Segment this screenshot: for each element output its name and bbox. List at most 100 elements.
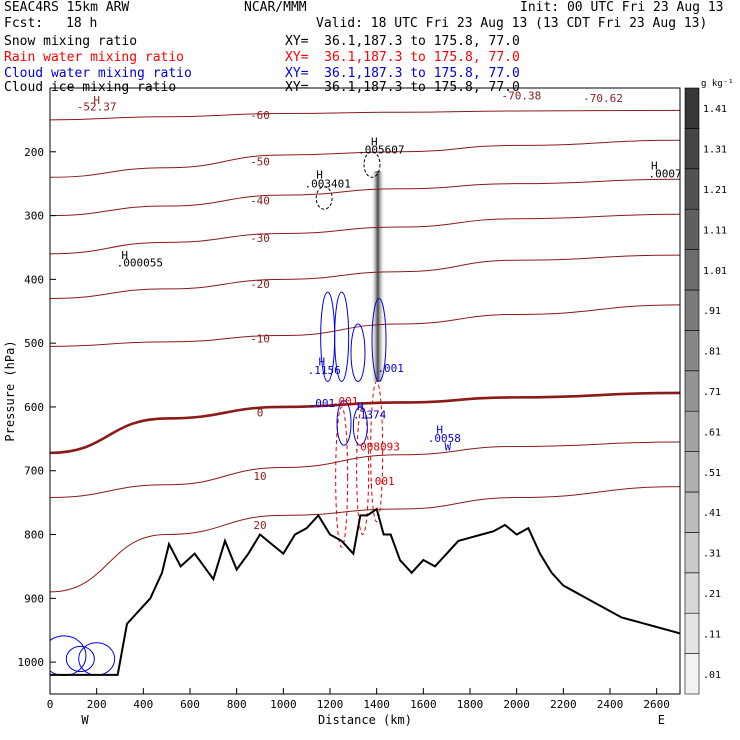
- y-tick-label: 700: [24, 465, 44, 478]
- x-tick-label: 1200: [317, 698, 344, 711]
- x-tick-label: 200: [87, 698, 107, 711]
- contour-annotation: H: [651, 160, 658, 173]
- contour-label: 10: [253, 470, 266, 483]
- rain-contour: [356, 406, 370, 536]
- colorbar-label: .91: [703, 306, 721, 317]
- axes-layer: 0 200 400 600 800 1000 1200 1400 1600 1800 2000 220…: [3, 146, 670, 727]
- contour-label: -40: [250, 195, 270, 208]
- x-tick-label: 1800: [457, 698, 484, 711]
- cloud-water-contour: [65, 645, 95, 673]
- contour-annotation: -70.62: [583, 92, 623, 105]
- y-tick-label: 800: [24, 529, 44, 542]
- temperature-contour: [50, 486, 680, 593]
- colorbar-label: 1.31: [703, 145, 727, 156]
- contour-annotation: .005607: [358, 144, 404, 157]
- rain-contour: [335, 406, 349, 548]
- contour-annotation: .003401: [304, 178, 350, 191]
- temperature-contour: [50, 178, 680, 217]
- cloud-water-contour: [334, 291, 350, 382]
- y-axis-label: Pressure (hPa): [3, 340, 17, 441]
- terrain-line: [50, 507, 680, 676]
- x-tick-label: 0: [47, 698, 54, 711]
- colorbar-swatch: [684, 249, 700, 291]
- colorbar-swatch: [684, 370, 700, 412]
- x-tick-label: 600: [180, 698, 200, 711]
- x-tick-label: 2200: [550, 698, 577, 711]
- cloud-water-contour: [336, 400, 352, 446]
- contour-annotation: H: [121, 249, 128, 262]
- contour-label: -30: [250, 232, 270, 245]
- temperature-contour: [50, 441, 680, 499]
- temperature-contour: [50, 391, 680, 455]
- contour-label: -10: [250, 333, 270, 346]
- temperature-contour: [50, 139, 680, 178]
- x-tick-label: 1400: [363, 698, 390, 711]
- plot-frame: [49, 87, 681, 695]
- x-tick-label: 2400: [597, 698, 624, 711]
- contour-annotation: -52.37: [77, 100, 117, 113]
- cloud-ice-contour: [315, 186, 333, 210]
- contour-label: -50: [250, 155, 270, 168]
- colorbar-swatch: [684, 572, 700, 614]
- contour-annotation: .008093: [353, 440, 399, 453]
- contour-annotation: W: [445, 440, 452, 453]
- x-tick-label: 2600: [643, 698, 670, 711]
- rain-contour: [370, 380, 384, 523]
- colorbar-label: .51: [703, 468, 721, 479]
- contour-annotation: H: [93, 94, 100, 107]
- contour-label: 20: [253, 519, 266, 532]
- contour-label: 0: [257, 407, 264, 420]
- contour-annotation: H: [436, 424, 443, 437]
- colorbar-swatch: [684, 168, 700, 210]
- y-tick-label: 600: [24, 401, 44, 414]
- temperature-contour: [50, 304, 680, 347]
- ice-shading: [370, 170, 385, 382]
- contour-annotation: .001: [377, 362, 404, 375]
- contour-annotation: H: [319, 355, 326, 368]
- cloud-water-contour: [371, 298, 387, 382]
- contour-annotation: .00074: [648, 167, 688, 180]
- x-tick-label: 800: [227, 698, 247, 711]
- cloud-water-contour: [350, 323, 366, 382]
- colorbar-swatch: [684, 532, 700, 574]
- y-tick-label: 900: [24, 592, 44, 605]
- colorbar-label: .71: [703, 387, 721, 398]
- fcst-label: Fcst:: [4, 16, 44, 31]
- contour-annotation: .000055: [117, 257, 163, 270]
- contour-annotation: .1156: [308, 364, 341, 377]
- y-tick-label: 200: [24, 146, 44, 159]
- colorbar-label: .21: [703, 589, 721, 600]
- init-time: Init: 00 UTC Fri 23 Aug 13: [520, 0, 724, 15]
- snow-label: Snow mixing ratio: [4, 34, 138, 49]
- contour-annotation: .001: [332, 395, 359, 408]
- x-tick-label: 1600: [410, 698, 437, 711]
- colorbar-label: 1.11: [703, 225, 727, 236]
- colorbar-label: 1.01: [703, 266, 727, 277]
- cloud-water-xy: XY= 36.1,187.3 to 175.8, 77.0: [285, 66, 520, 81]
- colorbar-label: .11: [703, 629, 721, 640]
- y-tick-label: 500: [24, 337, 44, 350]
- contour-label: -60: [250, 109, 270, 122]
- model-title: SEAC4RS 15km ARW: [4, 0, 130, 15]
- cloud-ice-contour: [363, 151, 381, 178]
- colorbar-label: 1.41: [703, 104, 727, 115]
- x-tick-label: 2000: [503, 698, 530, 711]
- colorbar: .01 .11 .21 .31 .41 .51 .61 .71 .81 .91 1.01 1.11 1.…: [684, 79, 734, 695]
- contour-annotation: .0058: [428, 432, 461, 445]
- colorbar-swatch: [684, 208, 700, 250]
- fcst-value: 18 h: [66, 16, 98, 31]
- valid-time: Valid: 18 UTC Fri 23 Aug 13 (13 CDT Fri …: [316, 16, 708, 31]
- temperature-contour: [50, 254, 680, 300]
- colorbar-swatch: [684, 653, 700, 695]
- colorbar-label: .31: [703, 549, 721, 560]
- rain-label: Rain water mixing ratio: [4, 50, 185, 65]
- x-tick-label: 1000: [270, 698, 297, 711]
- temperature-contour: [50, 109, 680, 121]
- colorbar-label: .61: [703, 427, 721, 438]
- cloud-water-contour: [78, 642, 116, 676]
- colorbar-label: 1.21: [703, 185, 727, 196]
- x-tick-label: 400: [133, 698, 153, 711]
- west-label: W: [81, 713, 89, 727]
- y-tick-label: 300: [24, 210, 44, 223]
